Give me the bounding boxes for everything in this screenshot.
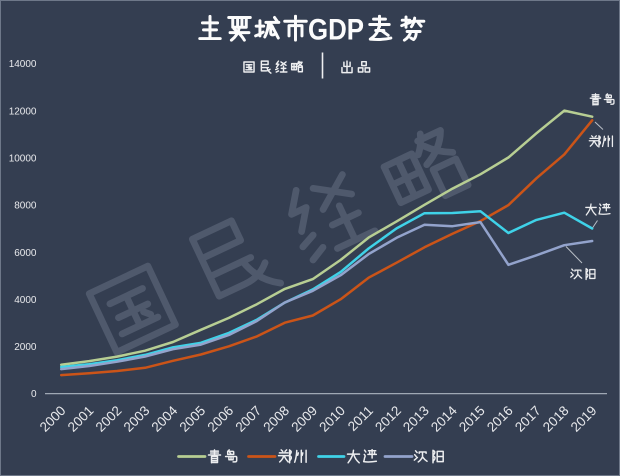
svg-text:0: 0 [31,389,37,400]
svg-text:6000: 6000 [14,248,37,259]
svg-text:4000: 4000 [14,295,37,306]
svg-text:GDP: GDP [308,13,364,46]
svg-text:8000: 8000 [14,201,37,212]
svg-text:2000: 2000 [14,342,37,353]
svg-text:12000: 12000 [9,106,37,117]
svg-text:10000: 10000 [9,154,37,165]
svg-text:14000: 14000 [9,59,37,70]
